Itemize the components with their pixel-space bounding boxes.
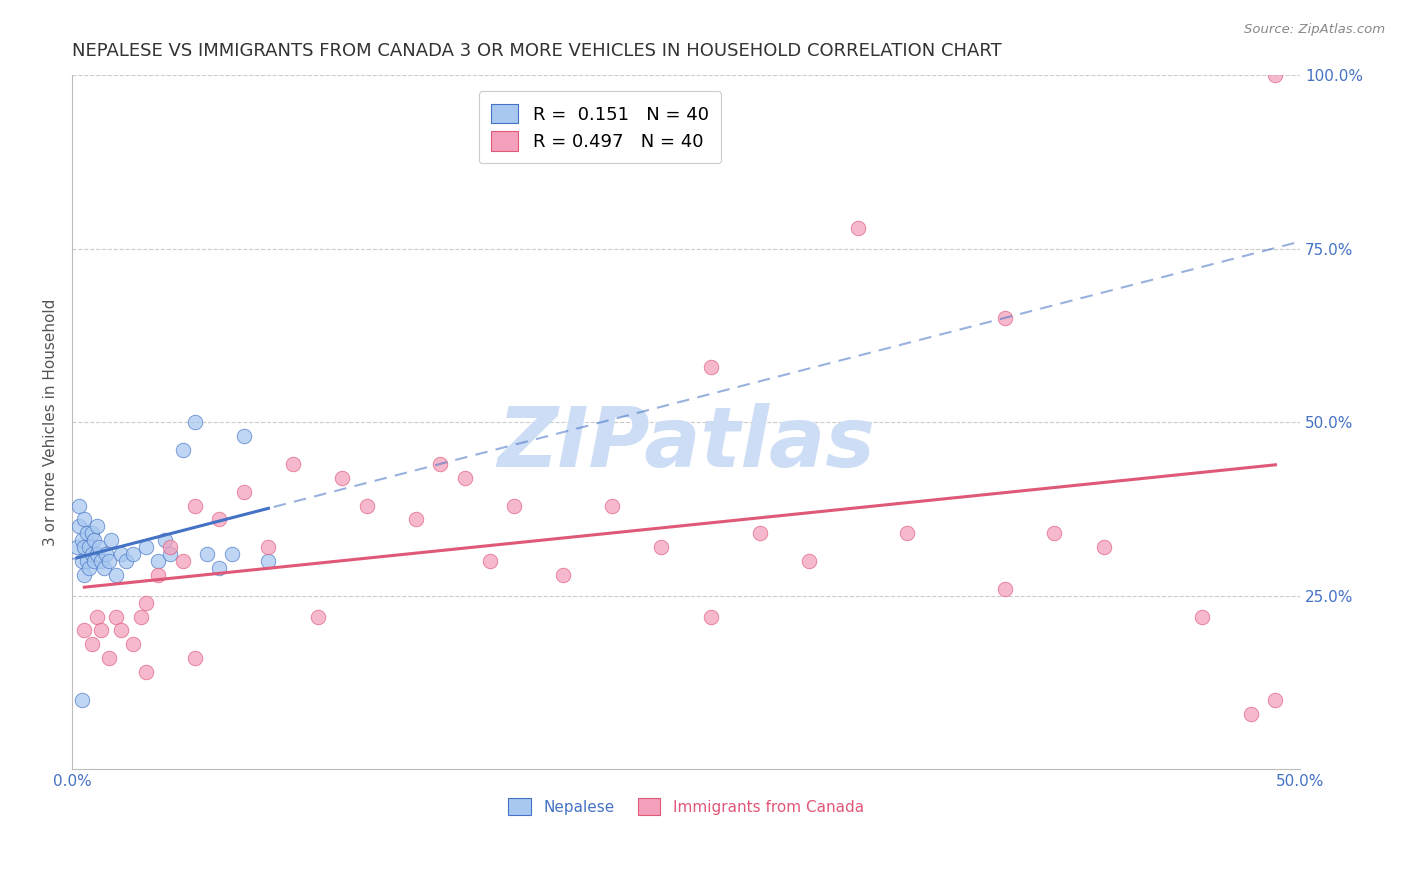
Point [80, 547, 103, 561]
Point [122, 637, 145, 651]
Text: Source: ZipAtlas.com: Source: ZipAtlas.com [1244, 23, 1385, 37]
Point [994, 582, 1017, 596]
Point [77, 561, 100, 575]
Point [454, 471, 477, 485]
Point [135, 540, 157, 554]
Point [994, 311, 1017, 326]
Point [208, 561, 231, 575]
Point [122, 547, 145, 561]
Point [96, 547, 118, 561]
Point [146, 568, 169, 582]
Point [172, 554, 194, 568]
Point [73, 512, 96, 526]
Y-axis label: 3 or more Vehicles in Household: 3 or more Vehicles in Household [44, 299, 58, 546]
Point [70, 533, 93, 548]
Point [73, 568, 96, 582]
Point [159, 540, 181, 554]
Point [429, 457, 451, 471]
Point [257, 540, 280, 554]
Point [405, 512, 427, 526]
Text: ZIPatlas: ZIPatlas [498, 402, 875, 483]
Point [1092, 540, 1115, 554]
Point [97, 554, 120, 568]
Point [70, 554, 93, 568]
Point [797, 554, 820, 568]
Text: NEPALESE VS IMMIGRANTS FROM CANADA 3 OR MORE VEHICLES IN HOUSEHOLD CORRELATION C: NEPALESE VS IMMIGRANTS FROM CANADA 3 OR … [72, 42, 1001, 60]
Point [105, 568, 128, 582]
Point [83, 554, 105, 568]
Point [80, 526, 103, 541]
Point [86, 519, 108, 533]
Point [86, 547, 108, 561]
Point [135, 596, 157, 610]
Point [155, 533, 177, 548]
Point [146, 554, 169, 568]
Point [100, 533, 122, 548]
Point [97, 651, 120, 665]
Point [110, 624, 132, 638]
Point [232, 484, 254, 499]
Point [281, 457, 304, 471]
Point [553, 568, 575, 582]
Point [70, 693, 93, 707]
Point [66, 540, 89, 554]
Point [87, 540, 110, 554]
Point [159, 547, 181, 561]
Point [896, 526, 918, 541]
Point [221, 547, 243, 561]
Point [86, 609, 108, 624]
Point [67, 499, 90, 513]
Point [90, 554, 112, 568]
Point [195, 547, 218, 561]
Legend: Nepalese, Immigrants from Canada: Nepalese, Immigrants from Canada [499, 789, 873, 824]
Point [172, 443, 194, 458]
Point [83, 533, 105, 548]
Point [105, 609, 128, 624]
Point [1264, 693, 1286, 707]
Point [110, 547, 132, 561]
Point [232, 429, 254, 443]
Point [184, 499, 207, 513]
Point [1043, 526, 1066, 541]
Point [90, 624, 112, 638]
Point [503, 499, 526, 513]
Point [80, 637, 103, 651]
Point [846, 221, 869, 235]
Point [93, 561, 115, 575]
Point [67, 519, 90, 533]
Point [135, 665, 157, 680]
Point [76, 526, 98, 541]
Point [748, 526, 770, 541]
Point [1240, 706, 1263, 721]
Point [1264, 68, 1286, 82]
Point [73, 624, 96, 638]
Point [257, 554, 280, 568]
Point [699, 359, 721, 374]
Point [307, 609, 329, 624]
Point [478, 554, 501, 568]
Point [76, 554, 98, 568]
Point [602, 499, 624, 513]
Point [129, 609, 152, 624]
Point [77, 540, 100, 554]
Point [115, 554, 138, 568]
Point [1191, 609, 1213, 624]
Point [184, 415, 207, 429]
Point [73, 540, 96, 554]
Point [208, 512, 231, 526]
Point [330, 471, 353, 485]
Point [356, 499, 378, 513]
Point [699, 609, 721, 624]
Point [650, 540, 672, 554]
Point [184, 651, 207, 665]
